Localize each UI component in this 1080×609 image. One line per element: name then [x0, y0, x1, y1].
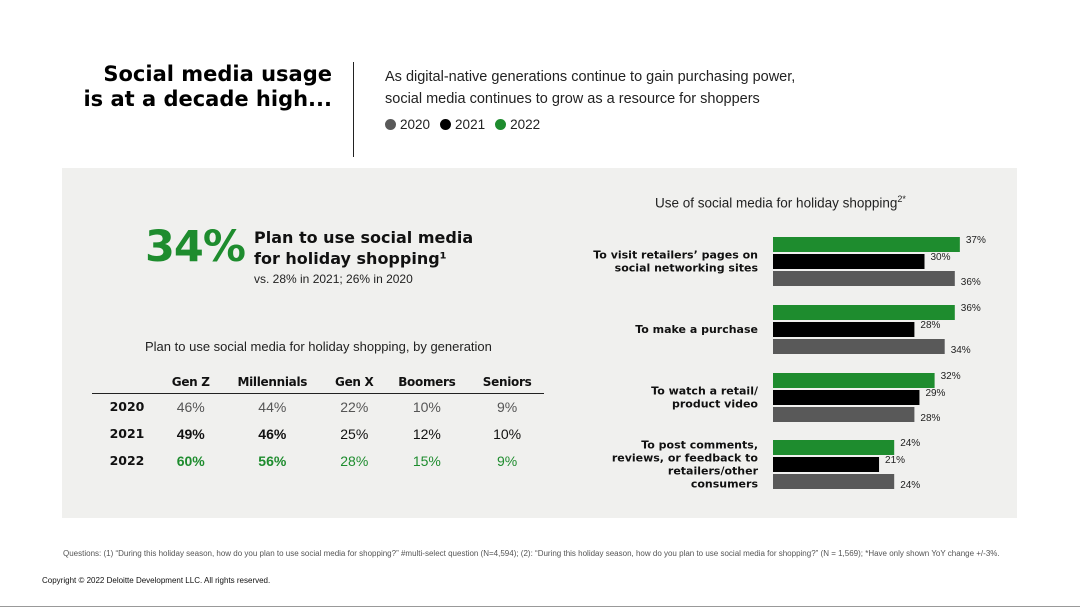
table-row: 2021 49% 46% 25% 12% 10% [92, 420, 544, 447]
table-cell: 60% [176, 452, 205, 469]
category-label: retailers/other [668, 465, 759, 478]
table-cell: 25% [340, 425, 369, 442]
column-header-gen-x: Gen X [325, 371, 384, 394]
category-label: To watch a retail/ [651, 385, 759, 398]
category-label: consumers [691, 478, 759, 491]
intro-line1: As digital-native generations continue t… [385, 69, 796, 85]
intro-line2: social media continues to grow as a reso… [385, 91, 760, 107]
headline-percent: 34% [145, 222, 246, 272]
table-cell: 28% [340, 452, 369, 469]
bar-2020 [773, 271, 955, 286]
legend-label: 2020 [400, 117, 431, 132]
bar-value-label: 24% [900, 438, 920, 449]
bar-2022 [773, 440, 895, 455]
chart-title: Use of social media for holiday shopping… [655, 194, 906, 211]
category-label: reviews, or feedback to [612, 452, 759, 465]
bar-value-label: 28% [920, 320, 940, 331]
column-header-boomers: Boomers [383, 371, 471, 394]
bar-2022 [773, 237, 960, 252]
bar-2020 [773, 474, 895, 489]
table-cell: 15% [412, 452, 441, 469]
bar-value-label: 36% [961, 303, 981, 314]
table-row: 2020 46% 44% 22% 10% 9% [92, 393, 544, 420]
headline-label-line2: for holiday shopping¹ [254, 249, 447, 268]
legend-item-2020: 2020 [385, 117, 430, 132]
legend-dot-2022 [495, 119, 507, 130]
table-cell: 46% [176, 398, 205, 415]
table-row: 2022 60% 56% 28% 15% 9% [92, 447, 544, 474]
legend-item-2022: 2022 [495, 117, 540, 132]
bar-2021 [773, 322, 915, 337]
bar-2022 [773, 305, 955, 320]
year-column-header [92, 371, 162, 394]
legend-label: 2022 [510, 117, 541, 132]
page-title: Social media usage is at a decade high..… [70, 62, 332, 112]
table-cell: 9% [496, 398, 518, 415]
bar-value-label: 24% [900, 480, 920, 491]
headline-label-line1: Plan to use social media [254, 228, 474, 247]
header-divider [353, 62, 354, 157]
intro-text: As digital-native generations continue t… [385, 66, 845, 110]
table-cell: 10% [493, 425, 522, 442]
legend-label: 2021 [455, 117, 486, 132]
column-header-gen-z: Gen Z [162, 371, 220, 394]
bar-2021 [773, 390, 920, 405]
table-cell: 22% [340, 398, 369, 415]
page-title-line1: Social media usage [103, 62, 332, 86]
table-cell: 12% [412, 425, 441, 442]
footnote: Questions: (1) “During this holiday seas… [63, 549, 1000, 558]
bar-value-label: 28% [920, 413, 940, 424]
generation-table: Gen Z Millennials Gen X Boomers Seniors … [92, 371, 544, 474]
table-cell: 56% [258, 452, 287, 469]
category-label: product video [672, 398, 758, 411]
row-year: 2021 [109, 426, 145, 441]
bar-2020 [773, 339, 945, 354]
legend-dot-2021 [440, 119, 452, 130]
year-legend: 2020 2021 2022 [385, 117, 540, 132]
bottom-divider [0, 606, 1080, 607]
legend-dot-2020 [385, 119, 396, 130]
category-label: social networking sites [615, 262, 759, 275]
bar-value-label: 29% [925, 388, 945, 399]
copyright: Copyright © 2022 Deloitte Development LL… [42, 576, 271, 585]
table-cell: 9% [496, 452, 518, 469]
row-year: 2022 [109, 453, 145, 468]
bar-value-label: 34% [951, 345, 971, 356]
category-label: To visit retailers’ pages on [593, 249, 758, 262]
table-cell: 10% [412, 398, 441, 415]
bar-2021 [773, 254, 925, 269]
chart-title-footnote-mark: 2* [897, 194, 906, 204]
chart-title-text: Use of social media for holiday shopping [655, 195, 898, 211]
bar-value-label: 37% [966, 235, 986, 246]
bar-2020 [773, 407, 915, 422]
bar-value-label: 32% [941, 371, 961, 382]
bar-value-label: 30% [931, 252, 951, 263]
bar-value-label: 21% [885, 455, 905, 466]
generation-table-caption: Plan to use social media for holiday sho… [145, 339, 492, 354]
category-label: To make a purchase [635, 323, 758, 336]
row-year: 2020 [109, 399, 145, 415]
page-title-line2: is at a decade high... [83, 87, 332, 111]
legend-item-2021: 2021 [440, 117, 485, 132]
category-label: To post comments, [641, 439, 758, 452]
bar-2022 [773, 373, 935, 388]
column-header-seniors: Seniors [470, 371, 544, 394]
headline-comparison: vs. 28% in 2021; 26% in 2020 [254, 272, 413, 286]
table-cell: 46% [258, 425, 287, 442]
generation-table-header-row: Gen Z Millennials Gen X Boomers Seniors [92, 371, 544, 394]
bar-2021 [773, 457, 880, 472]
column-header-millennials: Millennials [219, 371, 326, 394]
table-cell: 44% [258, 398, 287, 415]
table-cell: 49% [176, 425, 205, 442]
headline-label: Plan to use social media for holiday sho… [254, 227, 514, 269]
bar-value-label: 36% [961, 277, 981, 288]
